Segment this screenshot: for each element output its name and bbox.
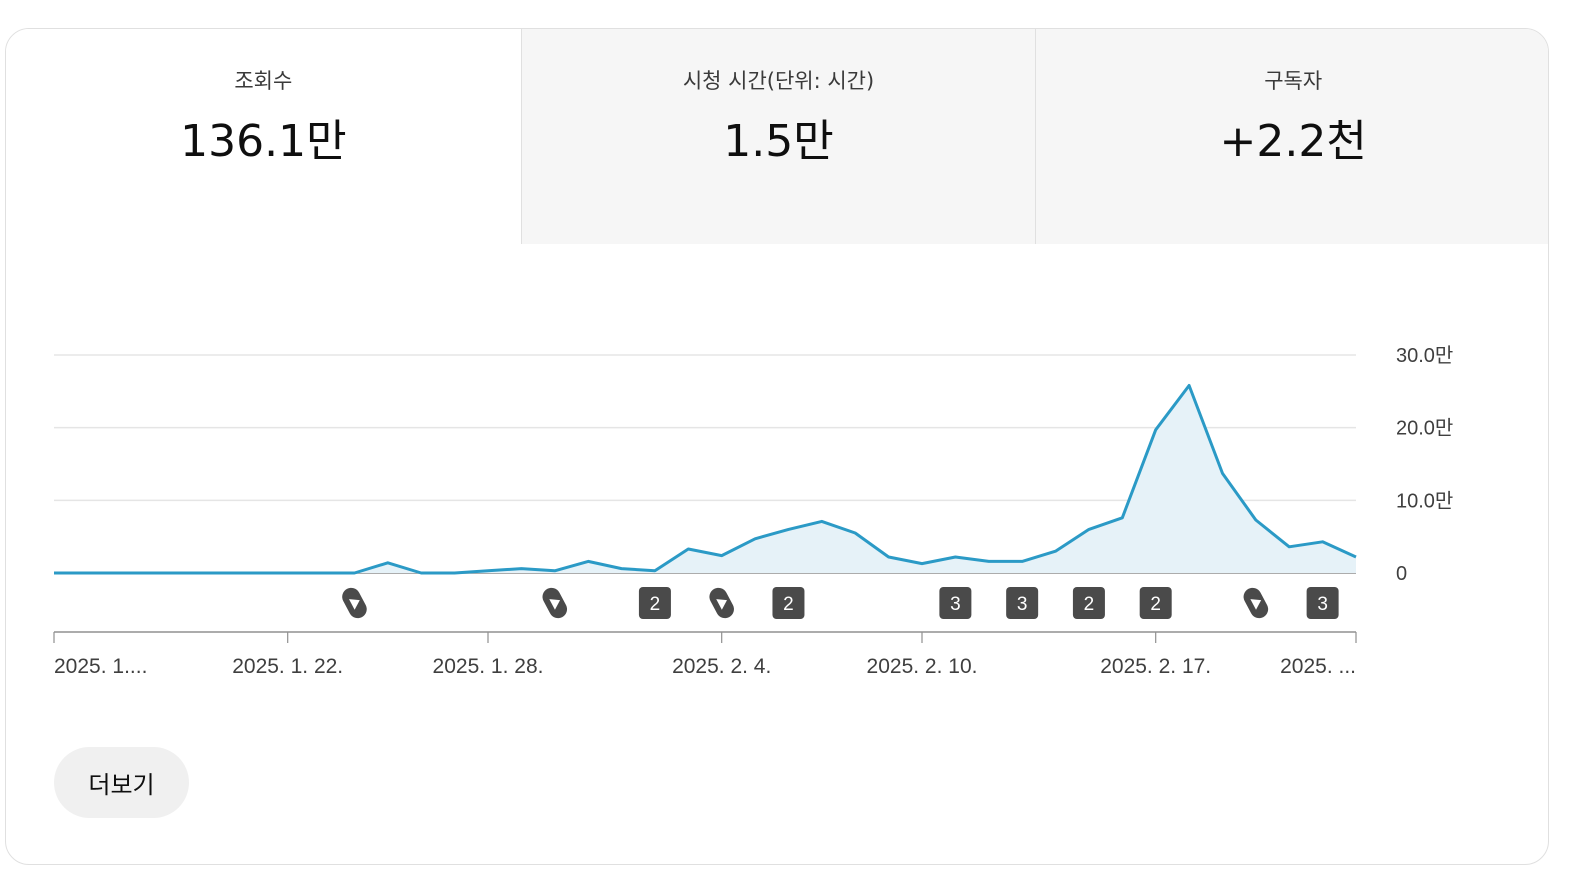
metric-tabs: 조회수 136.1만 시청 시간(단위: 시간) 1.5만 구독자 +2.2천 — [6, 29, 1548, 244]
shorts-icon — [1243, 587, 1269, 619]
shorts-icon-play — [1250, 599, 1262, 610]
upload-count-label: 2 — [1150, 594, 1161, 615]
tab-views-value: 136.1만 — [180, 116, 347, 167]
analytics-card: 조회수 136.1만 시청 시간(단위: 시간) 1.5만 구독자 +2.2천 … — [5, 28, 1549, 865]
y-tick-label: 10.0만 — [1396, 489, 1453, 512]
upload-count-marker: 2 — [772, 587, 805, 619]
tab-watch-time[interactable]: 시청 시간(단위: 시간) 1.5만 — [520, 29, 1036, 244]
shorts-icon — [542, 587, 568, 619]
upload-count-badge — [1072, 587, 1105, 619]
upload-count-marker: 3 — [1006, 587, 1039, 619]
upload-count-badge — [772, 587, 805, 619]
more-button[interactable]: 더보기 — [54, 747, 189, 818]
tab-watch-time-value: 1.5만 — [723, 116, 834, 167]
x-tick-label: 2025. 2. 17. — [1100, 655, 1211, 678]
upload-count-label: 2 — [1084, 594, 1095, 615]
views-area — [54, 385, 1356, 573]
upload-count-marker: 2 — [1139, 587, 1172, 619]
x-tick-label: 2025. 1. 28. — [433, 655, 544, 678]
upload-count-marker: 3 — [1306, 587, 1339, 619]
upload-count-badge — [1139, 587, 1172, 619]
y-tick-label: 0 — [1396, 563, 1407, 585]
shorts-icon-play — [716, 599, 727, 610]
upload-count-label: 2 — [783, 594, 794, 615]
x-tick-label: 2025. 2. 4. — [672, 655, 771, 678]
upload-count-marker: 2 — [1072, 587, 1105, 619]
upload-count-label: 3 — [1317, 594, 1328, 615]
tab-subscribers[interactable]: 구독자 +2.2천 — [1035, 29, 1548, 244]
upload-count-marker: 2 — [638, 587, 671, 619]
shorts-icon-play — [549, 599, 561, 610]
tab-subscribers-value: +2.2천 — [1219, 116, 1367, 167]
y-tick-label: 30.0만 — [1396, 344, 1453, 367]
upload-count-marker: 3 — [939, 587, 972, 619]
upload-count-label: 3 — [950, 594, 961, 615]
views-line — [54, 384, 1357, 575]
tab-views[interactable]: 조회수 136.1만 — [6, 29, 521, 244]
tab-subscribers-label: 구독자 — [1264, 69, 1323, 93]
shorts-icon — [342, 587, 367, 619]
tab-watch-time-label: 시청 시간(단위: 시간) — [682, 69, 875, 93]
shorts-icon — [709, 587, 734, 619]
x-tick-label: 2025. ... — [1280, 655, 1356, 678]
x-tick-label: 2025. 1. 22. — [232, 655, 343, 678]
x-tick-label: 2025. 2. 10. — [867, 655, 978, 678]
upload-count-badge — [1306, 587, 1339, 619]
upload-count-label: 2 — [650, 594, 661, 615]
upload-count-badge — [939, 587, 972, 619]
upload-count-label: 3 — [1017, 594, 1028, 615]
upload-count-badge — [638, 587, 671, 619]
shorts-icon-play — [348, 599, 360, 610]
views-chart: 30.0만 20.0만 10.0만 0 2 2 3 3 2 2 3 2025. 1.... 2025. … — [53, 344, 1453, 678]
tab-views-label: 조회수 — [234, 69, 293, 93]
upload-count-badge — [1006, 587, 1039, 619]
x-tick-label: 2025. 1.... — [54, 655, 147, 678]
y-tick-label: 20.0만 — [1396, 417, 1453, 440]
